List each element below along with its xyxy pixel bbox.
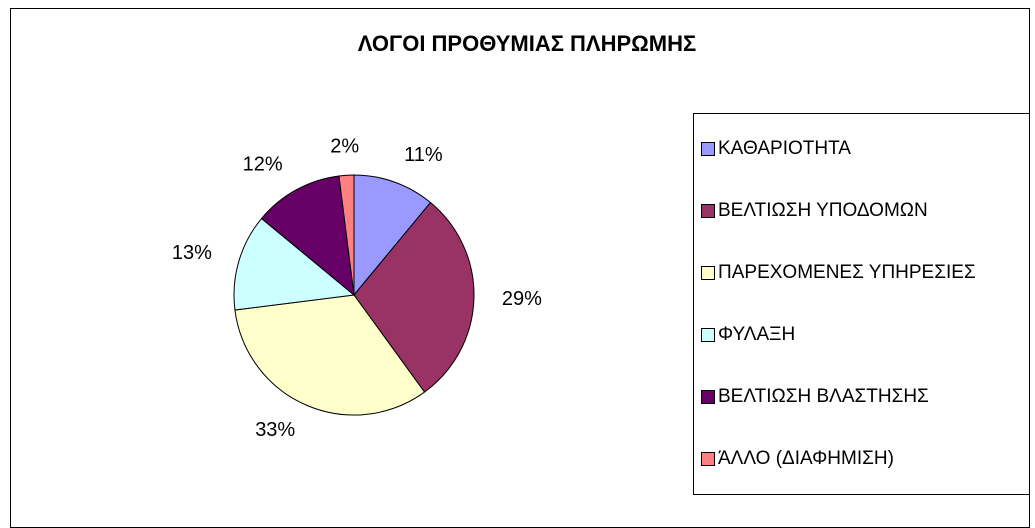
legend-entry: ΒΕΛΤΙΩΣΗ ΥΠΟΔΟΜΩΝ: [701, 198, 1029, 224]
data-label: 33%: [255, 419, 295, 441]
legend-swatch: [701, 142, 715, 156]
data-label: 2%: [330, 136, 359, 158]
chart-title: ΛΟΓΟΙ ΠΡΟΘΥΜΙΑΣ ΠΛΗΡΩΜΗΣ: [358, 31, 696, 56]
pie-slice: [338, 174, 355, 296]
pie-slice: [353, 174, 432, 297]
data-label: 11%: [404, 144, 443, 166]
legend-swatch: [701, 390, 715, 404]
pie-slice: [234, 294, 426, 416]
page: {"chart_data": {"type": "pie", "title": …: [10, 8, 1030, 528]
legend-swatch: [701, 328, 715, 342]
legend-entry: ΒΕΛΤΙΩΣΗ ΒΛΑΣΤΗΣΗΣ: [701, 384, 1029, 410]
legend-label: ΆΛΛΟ (ΔΙΑΦΗΜΙΣΗ): [718, 448, 894, 469]
legend-entry: ΠΑΡΕΧΟΜΕΝΕΣ ΥΠΗΡΕΣΙΕΣ: [701, 260, 1029, 286]
legend-swatch: [701, 266, 715, 280]
data-label: 13%: [172, 242, 212, 264]
legend-label: ΠΑΡΕΧΟΜΕΝΕΣ ΥΠΗΡΕΣΙΕΣ: [718, 262, 976, 283]
legend-label: ΦΥΛΑΞΗ: [718, 324, 796, 345]
legend-swatch: [701, 452, 715, 466]
legend-label: ΒΕΛΤΙΩΣΗ ΒΛΑΣΤΗΣΗΣ: [718, 386, 929, 407]
chart: ΛΟΓΟΙ ΠΡΟΘΥΜΙΑΣ ΠΛΗΡΩΜΗΣ 11% 29% 33% 13% 12%…: [172, 31, 696, 441]
legend-entry: ΆΛΛΟ (ΔΙΑΦΗΜΙΣΗ): [701, 446, 1029, 472]
pie-slice: [260, 175, 355, 297]
legend-swatch: [701, 204, 715, 218]
pie-slice: [353, 201, 475, 393]
data-label: 12%: [243, 154, 283, 176]
data-label: 29%: [502, 288, 542, 310]
legend-entry: ΚΑΘΑΡΙΟΤΗΤΑ: [701, 136, 1029, 162]
legend-label: ΒΕΛΤΙΩΣΗ ΥΠΟΔΟΜΩΝ: [718, 200, 928, 221]
legend-entry: ΦΥΛΑΞΗ: [701, 322, 1029, 348]
legend: ΚΑΘΑΡΙΟΤΗΤΑ ΒΕΛΤΙΩΣΗ ΥΠΟΔΟΜΩΝ ΠΑΡΕΧΟΜΕΝΕΣ …: [693, 113, 1030, 495]
pie-slice: [233, 217, 356, 311]
legend-label: ΚΑΘΑΡΙΟΤΗΤΑ: [718, 138, 851, 159]
